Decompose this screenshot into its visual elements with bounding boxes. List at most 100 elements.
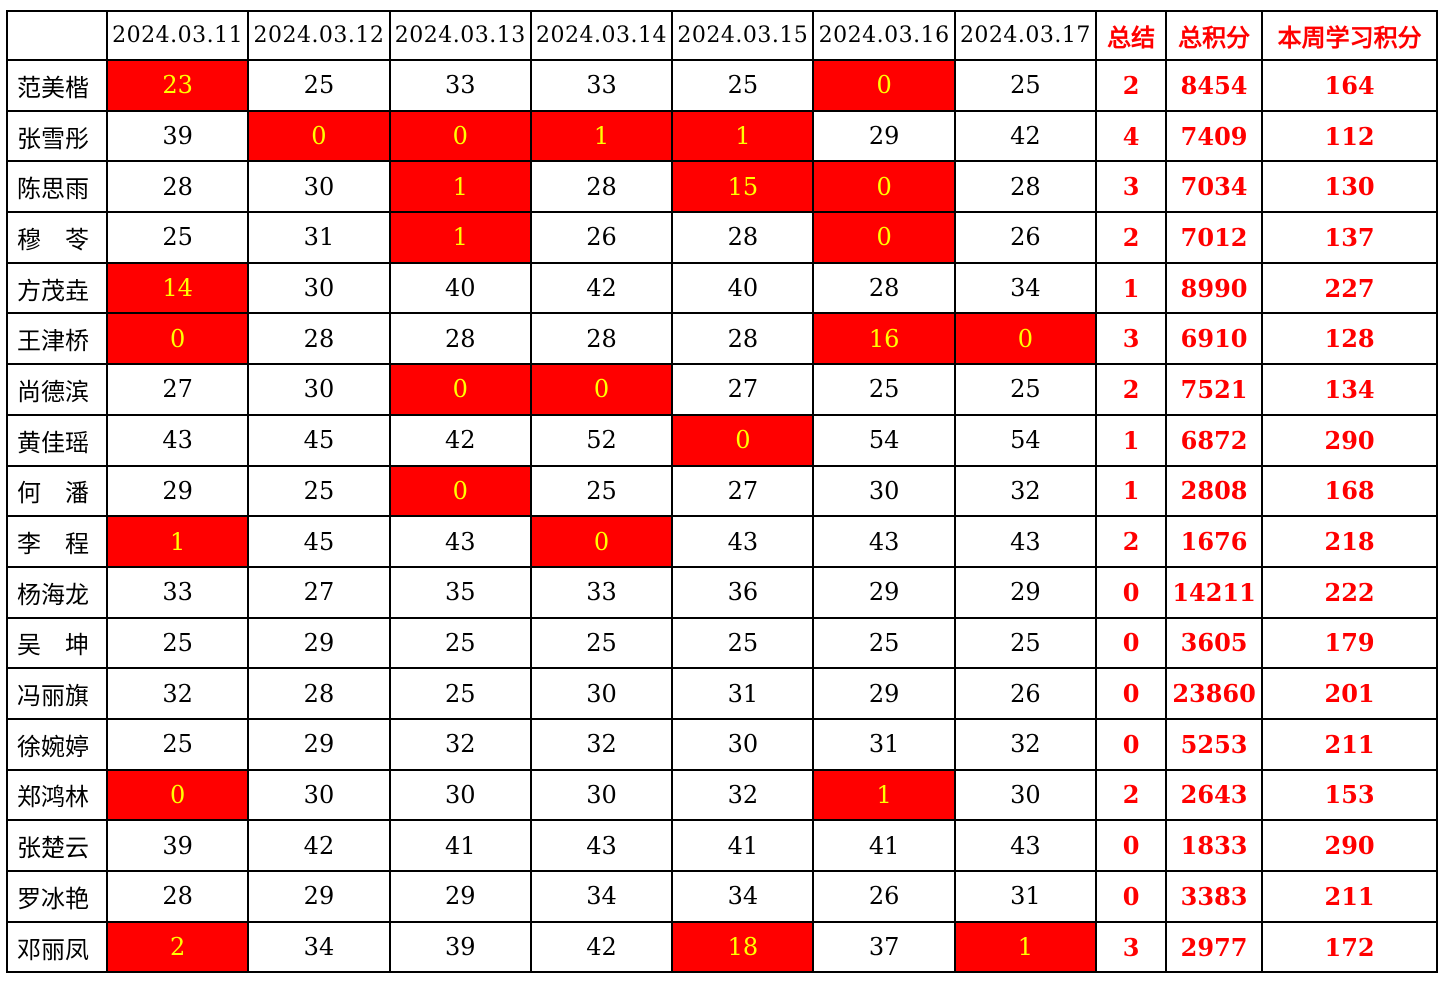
score-cell: 43 xyxy=(812,515,956,568)
date-column-header: 2024.03.17 xyxy=(953,10,1098,61)
score-cell: 43 xyxy=(953,515,1098,568)
table-row: 穆 苓 25 31 1 26 28 0 26 2 7012 137 xyxy=(6,211,1439,264)
score-cell: 28 xyxy=(671,211,815,264)
low-score-cell: 0 xyxy=(671,413,815,467)
score-cell: 34 xyxy=(247,920,391,974)
total-points-cell: 8990 xyxy=(1165,261,1264,315)
table-row: 李 程 1 45 43 0 43 43 43 2 1676 218 xyxy=(6,515,1439,568)
student-name: 冯丽旗 xyxy=(6,667,108,720)
score-cell: 25 xyxy=(105,717,250,771)
student-name: 吴 坤 xyxy=(6,616,108,670)
low-score-cell: 18 xyxy=(671,920,815,974)
low-score-cell: 1 xyxy=(812,768,956,822)
low-score-cell: 0 xyxy=(812,160,956,214)
date-column-header: 2024.03.12 xyxy=(247,10,391,61)
score-cell: 25 xyxy=(529,616,674,670)
week-points-cell: 201 xyxy=(1261,667,1439,720)
table-row: 王津桥 0 28 28 28 28 16 0 3 6910 128 xyxy=(6,312,1439,366)
score-cell: 41 xyxy=(812,819,956,872)
student-name: 尚德滨 xyxy=(6,363,108,416)
score-cell: 42 xyxy=(529,920,674,974)
summary-count-cell: 0 xyxy=(1095,819,1168,872)
week-points-cell: 134 xyxy=(1261,363,1439,416)
week-points-cell: 227 xyxy=(1261,261,1439,315)
score-cell: 30 xyxy=(247,768,391,822)
date-column-header: 2024.03.13 xyxy=(388,10,532,61)
low-score-cell: 1 xyxy=(671,109,815,163)
score-cell: 32 xyxy=(529,717,674,771)
score-cell: 32 xyxy=(671,768,815,822)
score-cell: 30 xyxy=(953,768,1098,822)
low-score-cell: 14 xyxy=(105,261,250,315)
score-cell: 28 xyxy=(529,160,674,214)
score-cell: 54 xyxy=(953,413,1098,467)
student-name: 范美楷 xyxy=(6,59,108,112)
score-cell: 28 xyxy=(953,160,1098,214)
low-score-cell: 0 xyxy=(388,363,532,416)
page: 2024.03.11 2024.03.12 2024.03.13 2024.03.14… xyxy=(0,10,1452,984)
week-points-cell: 211 xyxy=(1261,870,1439,923)
table-row: 黄佳瑶 43 45 42 52 0 54 54 1 6872 290 xyxy=(6,413,1439,467)
total-points-cell: 1676 xyxy=(1165,515,1264,568)
score-cell: 42 xyxy=(953,109,1098,163)
score-cell: 29 xyxy=(105,464,250,518)
table-row: 冯丽旗 32 28 25 30 31 29 26 0 23860 201 xyxy=(6,667,1439,720)
score-cell: 45 xyxy=(247,413,391,467)
score-cell: 25 xyxy=(953,59,1098,112)
score-cell: 30 xyxy=(529,768,674,822)
summary-count-cell: 0 xyxy=(1095,616,1168,670)
table-row: 何 潘 29 25 0 25 27 30 32 1 2808 168 xyxy=(6,464,1439,518)
summary-count-cell: 3 xyxy=(1095,312,1168,366)
summary-count-cell: 2 xyxy=(1095,59,1168,112)
score-cell: 33 xyxy=(529,59,674,112)
table-row: 陈思雨 28 30 1 28 15 0 28 3 7034 130 xyxy=(6,160,1439,214)
score-cell: 30 xyxy=(388,768,532,822)
week-points-cell: 290 xyxy=(1261,413,1439,467)
score-cell: 25 xyxy=(388,667,532,720)
score-cell: 28 xyxy=(671,312,815,366)
student-name: 何 潘 xyxy=(6,464,108,518)
score-cell: 52 xyxy=(529,413,674,467)
total-points-cell: 2977 xyxy=(1165,920,1264,974)
score-cell: 29 xyxy=(953,565,1098,619)
score-cell: 25 xyxy=(812,616,956,670)
low-score-cell: 15 xyxy=(671,160,815,214)
score-cell: 39 xyxy=(105,109,250,163)
score-cell: 28 xyxy=(105,870,250,923)
score-cell: 32 xyxy=(953,717,1098,771)
score-cell: 25 xyxy=(105,616,250,670)
score-cell: 43 xyxy=(529,819,674,872)
score-cell: 25 xyxy=(529,464,674,518)
score-cell: 27 xyxy=(247,565,391,619)
score-cell: 25 xyxy=(247,464,391,518)
week-points-cell: 164 xyxy=(1261,59,1439,112)
week-points-cell: 130 xyxy=(1261,160,1439,214)
total-points-cell: 7409 xyxy=(1165,109,1264,163)
week-points-cell: 112 xyxy=(1261,109,1439,163)
low-score-cell: 0 xyxy=(388,464,532,518)
score-cell: 30 xyxy=(247,160,391,214)
score-cell: 27 xyxy=(105,363,250,416)
week-points-cell: 172 xyxy=(1261,920,1439,974)
summary-column-header: 本周学习积分 xyxy=(1261,10,1439,61)
score-cell: 30 xyxy=(247,261,391,315)
score-cell: 26 xyxy=(812,870,956,923)
score-cell: 34 xyxy=(671,870,815,923)
date-column-header: 2024.03.15 xyxy=(671,10,815,61)
total-points-cell: 8454 xyxy=(1165,59,1264,112)
student-name: 方茂垚 xyxy=(6,261,108,315)
table-row: 尚德滨 27 30 0 0 27 25 25 2 7521 134 xyxy=(6,363,1439,416)
score-cell: 27 xyxy=(671,363,815,416)
low-score-cell: 2 xyxy=(105,920,250,974)
total-points-cell: 7034 xyxy=(1165,160,1264,214)
score-cell: 35 xyxy=(388,565,532,619)
score-cell: 30 xyxy=(529,667,674,720)
score-cell: 43 xyxy=(953,819,1098,872)
table-row: 郑鸿林 0 30 30 30 32 1 30 2 2643 153 xyxy=(6,768,1439,822)
score-cell: 30 xyxy=(247,363,391,416)
summary-count-cell: 0 xyxy=(1095,870,1168,923)
score-cell: 34 xyxy=(529,870,674,923)
score-cell: 40 xyxy=(388,261,532,315)
summary-count-cell: 0 xyxy=(1095,717,1168,771)
low-score-cell: 16 xyxy=(812,312,956,366)
